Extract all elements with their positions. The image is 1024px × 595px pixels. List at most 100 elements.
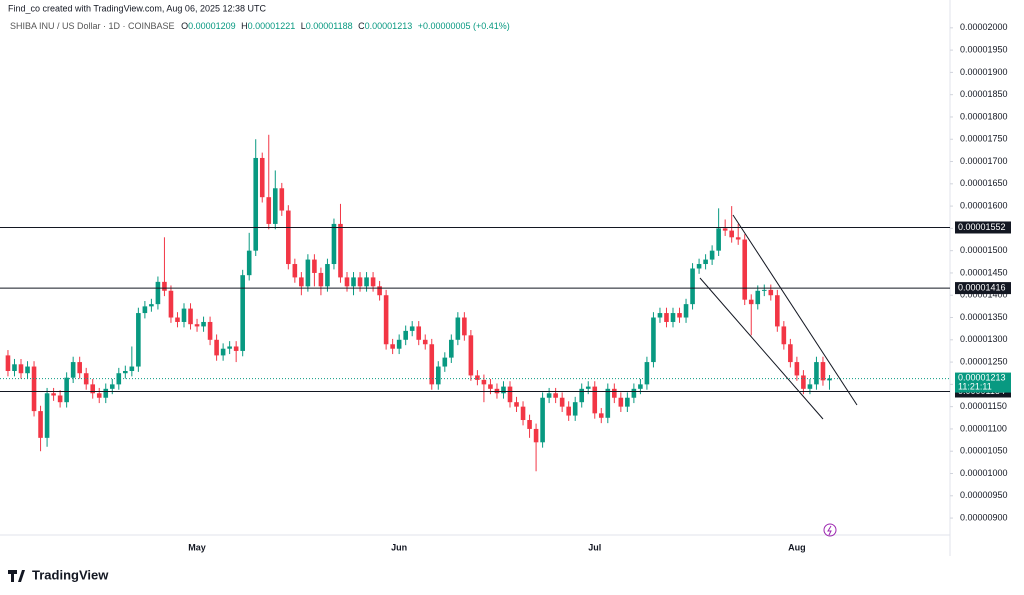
candle-body <box>409 326 415 331</box>
candle-body <box>501 386 506 394</box>
y-tick-label: 0.00000900 <box>960 512 1008 522</box>
candle-body <box>566 406 571 416</box>
y-tick-label: 0.00002000 <box>960 22 1008 32</box>
y-tick-label: 0.00001850 <box>960 89 1008 99</box>
x-tick-label: May <box>188 542 206 552</box>
candle-body <box>299 277 304 287</box>
candle-body <box>51 393 56 396</box>
candle-body <box>70 362 76 378</box>
candle-body <box>664 313 669 322</box>
candle-body <box>279 188 285 211</box>
candle-body <box>194 324 200 327</box>
candle-body <box>266 197 272 224</box>
candle-body <box>227 346 232 349</box>
candle-body <box>390 344 395 349</box>
candle-body <box>644 362 650 385</box>
candle-body <box>507 386 513 403</box>
candle-body <box>305 259 311 287</box>
y-tick-label: 0.00001500 <box>960 245 1008 255</box>
candle-body <box>755 290 761 305</box>
candle-body <box>612 388 617 398</box>
candle-body <box>429 344 435 385</box>
logo-mark <box>8 570 25 582</box>
candle-body <box>579 388 585 403</box>
candle-body <box>820 362 826 381</box>
candle-body <box>103 388 109 398</box>
legend-label: H <box>241 21 248 31</box>
logo: TradingView <box>8 567 109 582</box>
candle-body <box>585 386 591 389</box>
candle-body <box>703 259 708 265</box>
candle-body <box>775 295 780 327</box>
y-tick-label: 0.00001000 <box>960 468 1008 478</box>
candle-body <box>592 386 598 414</box>
candle-body <box>5 355 11 371</box>
candle-body <box>527 420 532 429</box>
candle-body <box>233 346 239 351</box>
candle-body <box>77 362 82 374</box>
candle-body <box>338 223 343 278</box>
y-tick-label: 0.00001450 <box>960 267 1008 277</box>
candle-body <box>240 275 245 351</box>
x-tick-label: Aug <box>788 542 806 552</box>
candle-body <box>83 373 89 385</box>
candle-body <box>214 339 219 356</box>
legend-label: C <box>358 21 365 31</box>
legend-value: 0.00001213 <box>365 21 413 31</box>
candle-body <box>540 397 545 443</box>
candle-body <box>468 335 474 376</box>
y-tick-label: 0.00001900 <box>960 67 1008 77</box>
candle-body <box>748 299 754 305</box>
candle-body <box>651 317 656 363</box>
candle-body <box>142 306 148 314</box>
candle-body <box>292 264 298 278</box>
candle-body <box>207 321 213 340</box>
y-tick-label: 0.00001700 <box>960 156 1008 166</box>
plot <box>5 134 832 472</box>
candle-body <box>253 157 259 251</box>
candle-body <box>116 373 122 385</box>
y-tick-label: 0.00001950 <box>960 44 1008 54</box>
y-tick-label: 0.00000950 <box>960 490 1008 500</box>
candle-body <box>364 277 369 287</box>
countdown: 11:21:11 <box>958 381 992 391</box>
candle-body <box>742 239 748 300</box>
y-tick-label: 0.00001150 <box>960 401 1007 411</box>
symbol: SHIBA INU / US Dollar · 1D · COINBASE <box>10 21 175 31</box>
candle-body <box>96 393 102 398</box>
candle-body <box>677 313 682 318</box>
brand: TradingView <box>32 567 109 582</box>
candle-body <box>559 397 565 407</box>
candle-body <box>422 339 428 345</box>
candle-body <box>696 264 702 269</box>
candle-body <box>625 397 630 407</box>
candle-body <box>814 362 819 385</box>
candle-body <box>735 237 741 240</box>
candle-body <box>572 402 578 416</box>
candle-body <box>396 339 402 349</box>
candle-body <box>370 277 376 287</box>
candle-body <box>149 304 154 307</box>
y-tick-label: 0.00001050 <box>960 446 1008 456</box>
candle-body <box>188 308 193 325</box>
candle-body <box>155 281 161 305</box>
candle-body <box>383 295 389 345</box>
candle-body <box>768 289 774 296</box>
candle-body <box>781 326 787 345</box>
candle-body <box>605 388 611 418</box>
legend-label: O <box>181 21 188 31</box>
event-icon[interactable] <box>823 523 837 537</box>
x-tick-label: Jul <box>588 542 601 552</box>
candle-body <box>435 366 441 385</box>
candle-body <box>729 230 734 238</box>
chart-title: Find_co created with TradingView.com, Au… <box>8 3 266 13</box>
candle-body <box>553 393 558 398</box>
candle-body <box>801 375 806 389</box>
event-icon-bolt <box>827 525 832 536</box>
last-price-label: 0.00001213 <box>958 372 1006 382</box>
candle-body <box>657 313 663 318</box>
y-tick-label: 0.00001400 <box>960 290 1008 300</box>
x-tick-label: Jun <box>391 542 407 552</box>
y-tick-label: 0.00001350 <box>960 312 1008 322</box>
